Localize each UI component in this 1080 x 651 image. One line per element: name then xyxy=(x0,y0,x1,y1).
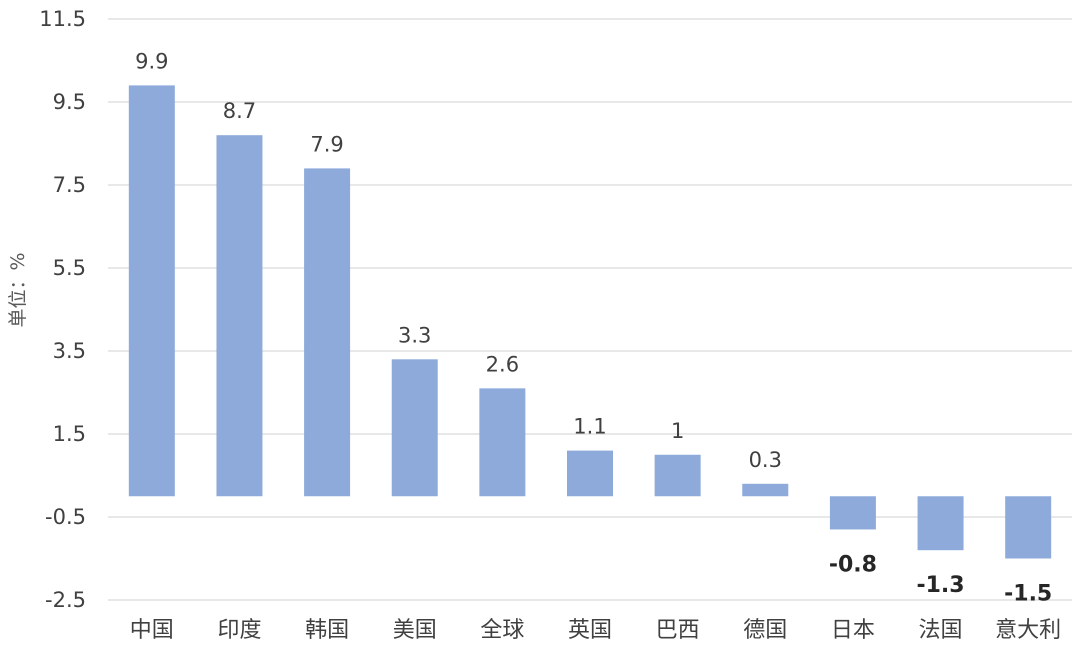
data-labels: 9.9 8.7 7.9 3.3 2.6 1.1 1 0.3 -0.8 -1.3 -1.5 xyxy=(135,49,1052,606)
bar xyxy=(742,483,789,497)
bar xyxy=(654,454,701,497)
x-category-label: 巴西 xyxy=(656,618,700,643)
y-tick-label: 1.5 xyxy=(53,422,86,446)
bar xyxy=(479,388,526,497)
data-label: 9.9 xyxy=(135,49,168,73)
data-label: -1.3 xyxy=(916,573,964,598)
data-label: 1.1 xyxy=(573,415,606,439)
y-tick-label: 5.5 xyxy=(53,256,86,280)
data-label: 7.9 xyxy=(310,132,343,156)
data-label: -0.8 xyxy=(829,552,877,577)
y-tick-label: 3.5 xyxy=(53,339,86,363)
data-label: 8.7 xyxy=(223,99,256,123)
bar xyxy=(216,135,263,497)
y-axis-title: 单位：% xyxy=(7,252,29,327)
x-category-label: 美国 xyxy=(393,618,437,643)
y-tick-label: 7.5 xyxy=(53,173,86,197)
data-label: 1 xyxy=(671,419,684,443)
data-label: -1.5 xyxy=(1004,582,1052,607)
x-category-label: 全球 xyxy=(480,618,524,643)
x-category-label: 意大利 xyxy=(995,618,1061,643)
data-label: 3.3 xyxy=(398,323,431,347)
x-category-label: 德国 xyxy=(743,618,787,643)
x-category-label: 中国 xyxy=(130,618,174,643)
y-tick-label: 11.5 xyxy=(39,7,86,31)
bar xyxy=(567,450,613,497)
data-label: 0.3 xyxy=(749,448,782,472)
y-tick-label: -0.5 xyxy=(45,505,86,529)
x-category-label: 法国 xyxy=(919,618,963,643)
x-category-label: 印度 xyxy=(217,618,261,643)
bars xyxy=(128,85,1052,559)
bar xyxy=(829,496,876,530)
x-category-label: 英国 xyxy=(568,618,612,643)
bar xyxy=(391,359,438,497)
y-tick-label: 9.5 xyxy=(53,90,86,114)
bar xyxy=(917,496,964,551)
y-axis-ticks: 11.5 9.5 7.5 5.5 3.5 1.5 -0.5 -2.5 xyxy=(39,7,86,612)
gridlines xyxy=(108,18,1072,601)
x-category-label: 韩国 xyxy=(305,618,349,643)
x-category-label: 日本 xyxy=(831,618,875,643)
x-axis-categories: 中国 印度 韩国 美国 全球 英国 巴西 德国 日本 法国 意大利 xyxy=(130,618,1061,643)
bar xyxy=(304,168,351,497)
data-label: 2.6 xyxy=(486,352,519,376)
bar xyxy=(1005,496,1052,559)
y-tick-label: -2.5 xyxy=(45,588,86,612)
bar xyxy=(128,85,175,497)
